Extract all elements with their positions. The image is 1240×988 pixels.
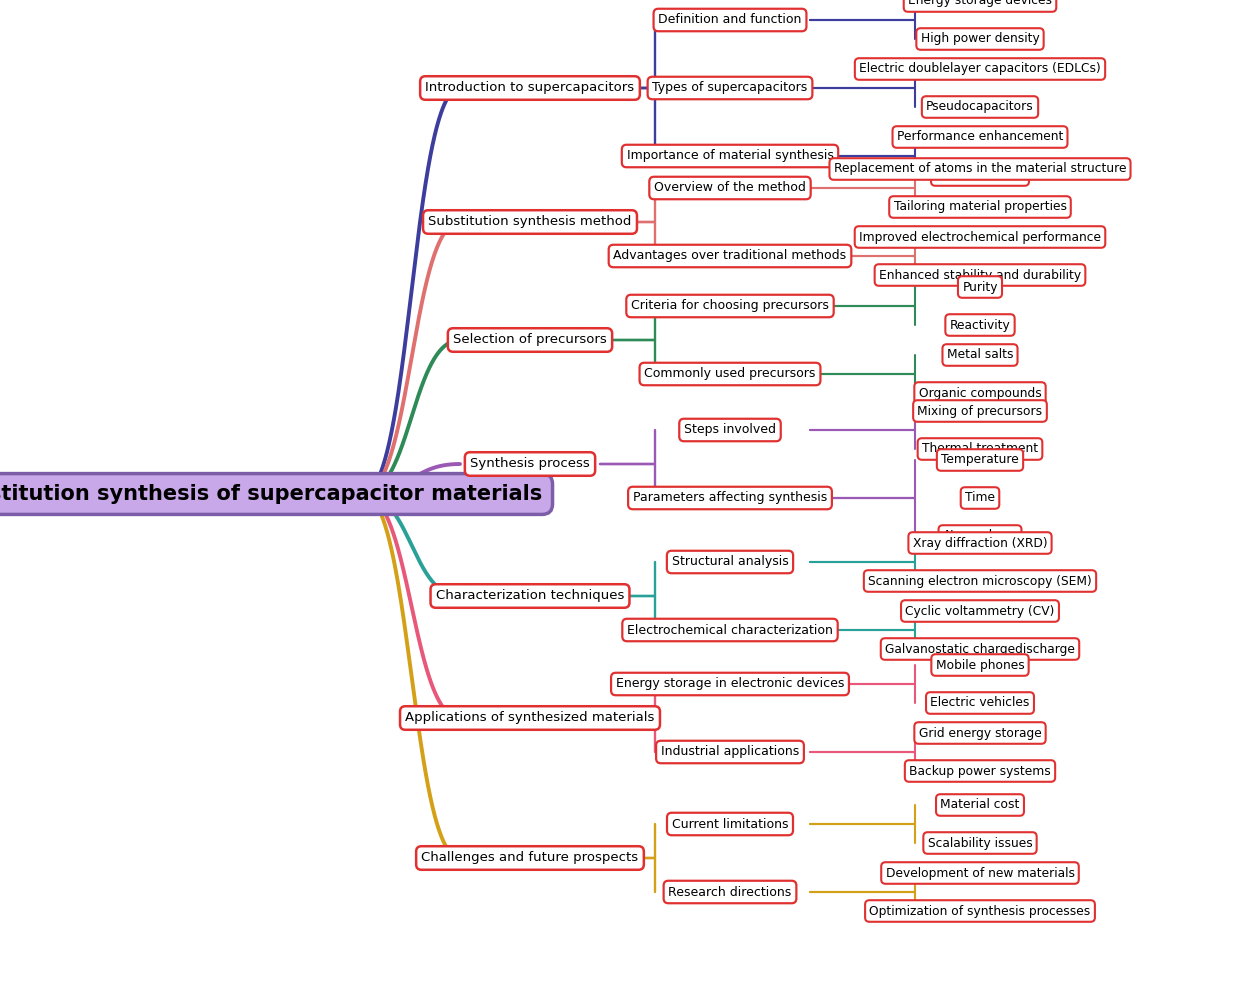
Text: Material cost: Material cost (940, 798, 1019, 811)
Text: Research directions: Research directions (668, 885, 791, 898)
Text: Improved electrochemical performance: Improved electrochemical performance (859, 230, 1101, 243)
Text: Types of supercapacitors: Types of supercapacitors (652, 81, 807, 95)
Text: Selection of precursors: Selection of precursors (453, 334, 606, 347)
Text: Mixing of precursors: Mixing of precursors (918, 404, 1043, 418)
Text: Backup power systems: Backup power systems (909, 765, 1050, 778)
Text: Grid energy storage: Grid energy storage (919, 726, 1042, 739)
Text: Advantages over traditional methods: Advantages over traditional methods (614, 250, 847, 263)
Text: Electrochemical characterization: Electrochemical characterization (627, 623, 833, 636)
Text: Electric vehicles: Electric vehicles (930, 697, 1029, 709)
Text: Optimization of synthesis processes: Optimization of synthesis processes (869, 904, 1091, 918)
Text: Time: Time (965, 491, 994, 505)
Text: Overview of the method: Overview of the method (653, 182, 806, 195)
Text: Pseudocapacitors: Pseudocapacitors (926, 101, 1034, 114)
Text: Cyclic voltammetry (CV): Cyclic voltammetry (CV) (905, 605, 1055, 618)
Text: Tailoring material properties: Tailoring material properties (894, 201, 1066, 213)
Text: Parameters affecting synthesis: Parameters affecting synthesis (632, 491, 827, 505)
Text: Mobile phones: Mobile phones (936, 658, 1024, 672)
Text: High power density: High power density (920, 33, 1039, 45)
Text: Scanning electron microscopy (SEM): Scanning electron microscopy (SEM) (868, 574, 1092, 588)
Text: Applications of synthesized materials: Applications of synthesized materials (405, 711, 655, 724)
Text: Steps involved: Steps involved (684, 424, 776, 437)
Text: Characterization techniques: Characterization techniques (435, 590, 624, 603)
Text: Synthesis process: Synthesis process (470, 457, 590, 470)
Text: Commonly used precursors: Commonly used precursors (645, 368, 816, 380)
Text: Cost reduction: Cost reduction (935, 169, 1024, 182)
Text: Purity: Purity (962, 281, 998, 293)
Text: Reactivity: Reactivity (950, 318, 1011, 332)
Text: Current limitations: Current limitations (672, 817, 789, 831)
Text: Metal salts: Metal salts (947, 349, 1013, 362)
Text: Electric doublelayer capacitors (EDLCs): Electric doublelayer capacitors (EDLCs) (859, 62, 1101, 75)
Text: Substitution synthesis of supercapacitor materials: Substitution synthesis of supercapacitor… (0, 484, 542, 504)
Text: Temperature: Temperature (941, 453, 1019, 466)
Text: Energy storage devices: Energy storage devices (908, 0, 1052, 8)
Text: Industrial applications: Industrial applications (661, 746, 799, 759)
Text: Challenges and future prospects: Challenges and future prospects (422, 852, 639, 864)
Text: Replacement of atoms in the material structure: Replacement of atoms in the material str… (833, 162, 1126, 176)
Text: Criteria for choosing precursors: Criteria for choosing precursors (631, 299, 828, 312)
Text: Galvanostatic chargedischarge: Galvanostatic chargedischarge (885, 642, 1075, 655)
Text: Development of new materials: Development of new materials (885, 866, 1075, 879)
Text: Definition and function: Definition and function (658, 14, 802, 27)
Text: Thermal treatment: Thermal treatment (921, 443, 1038, 455)
Text: Substitution synthesis method: Substitution synthesis method (428, 215, 631, 228)
Text: Enhanced stability and durability: Enhanced stability and durability (879, 269, 1081, 282)
Text: Importance of material synthesis: Importance of material synthesis (626, 149, 833, 162)
Text: Xray diffraction (XRD): Xray diffraction (XRD) (913, 536, 1048, 549)
Text: Organic compounds: Organic compounds (919, 386, 1042, 399)
Text: Structural analysis: Structural analysis (672, 555, 789, 568)
Text: Introduction to supercapacitors: Introduction to supercapacitors (425, 81, 635, 95)
Text: Atmosphere: Atmosphere (942, 530, 1017, 542)
Text: Energy storage in electronic devices: Energy storage in electronic devices (616, 678, 844, 691)
Text: Performance enhancement: Performance enhancement (897, 130, 1063, 143)
Text: Scalability issues: Scalability issues (928, 837, 1033, 850)
